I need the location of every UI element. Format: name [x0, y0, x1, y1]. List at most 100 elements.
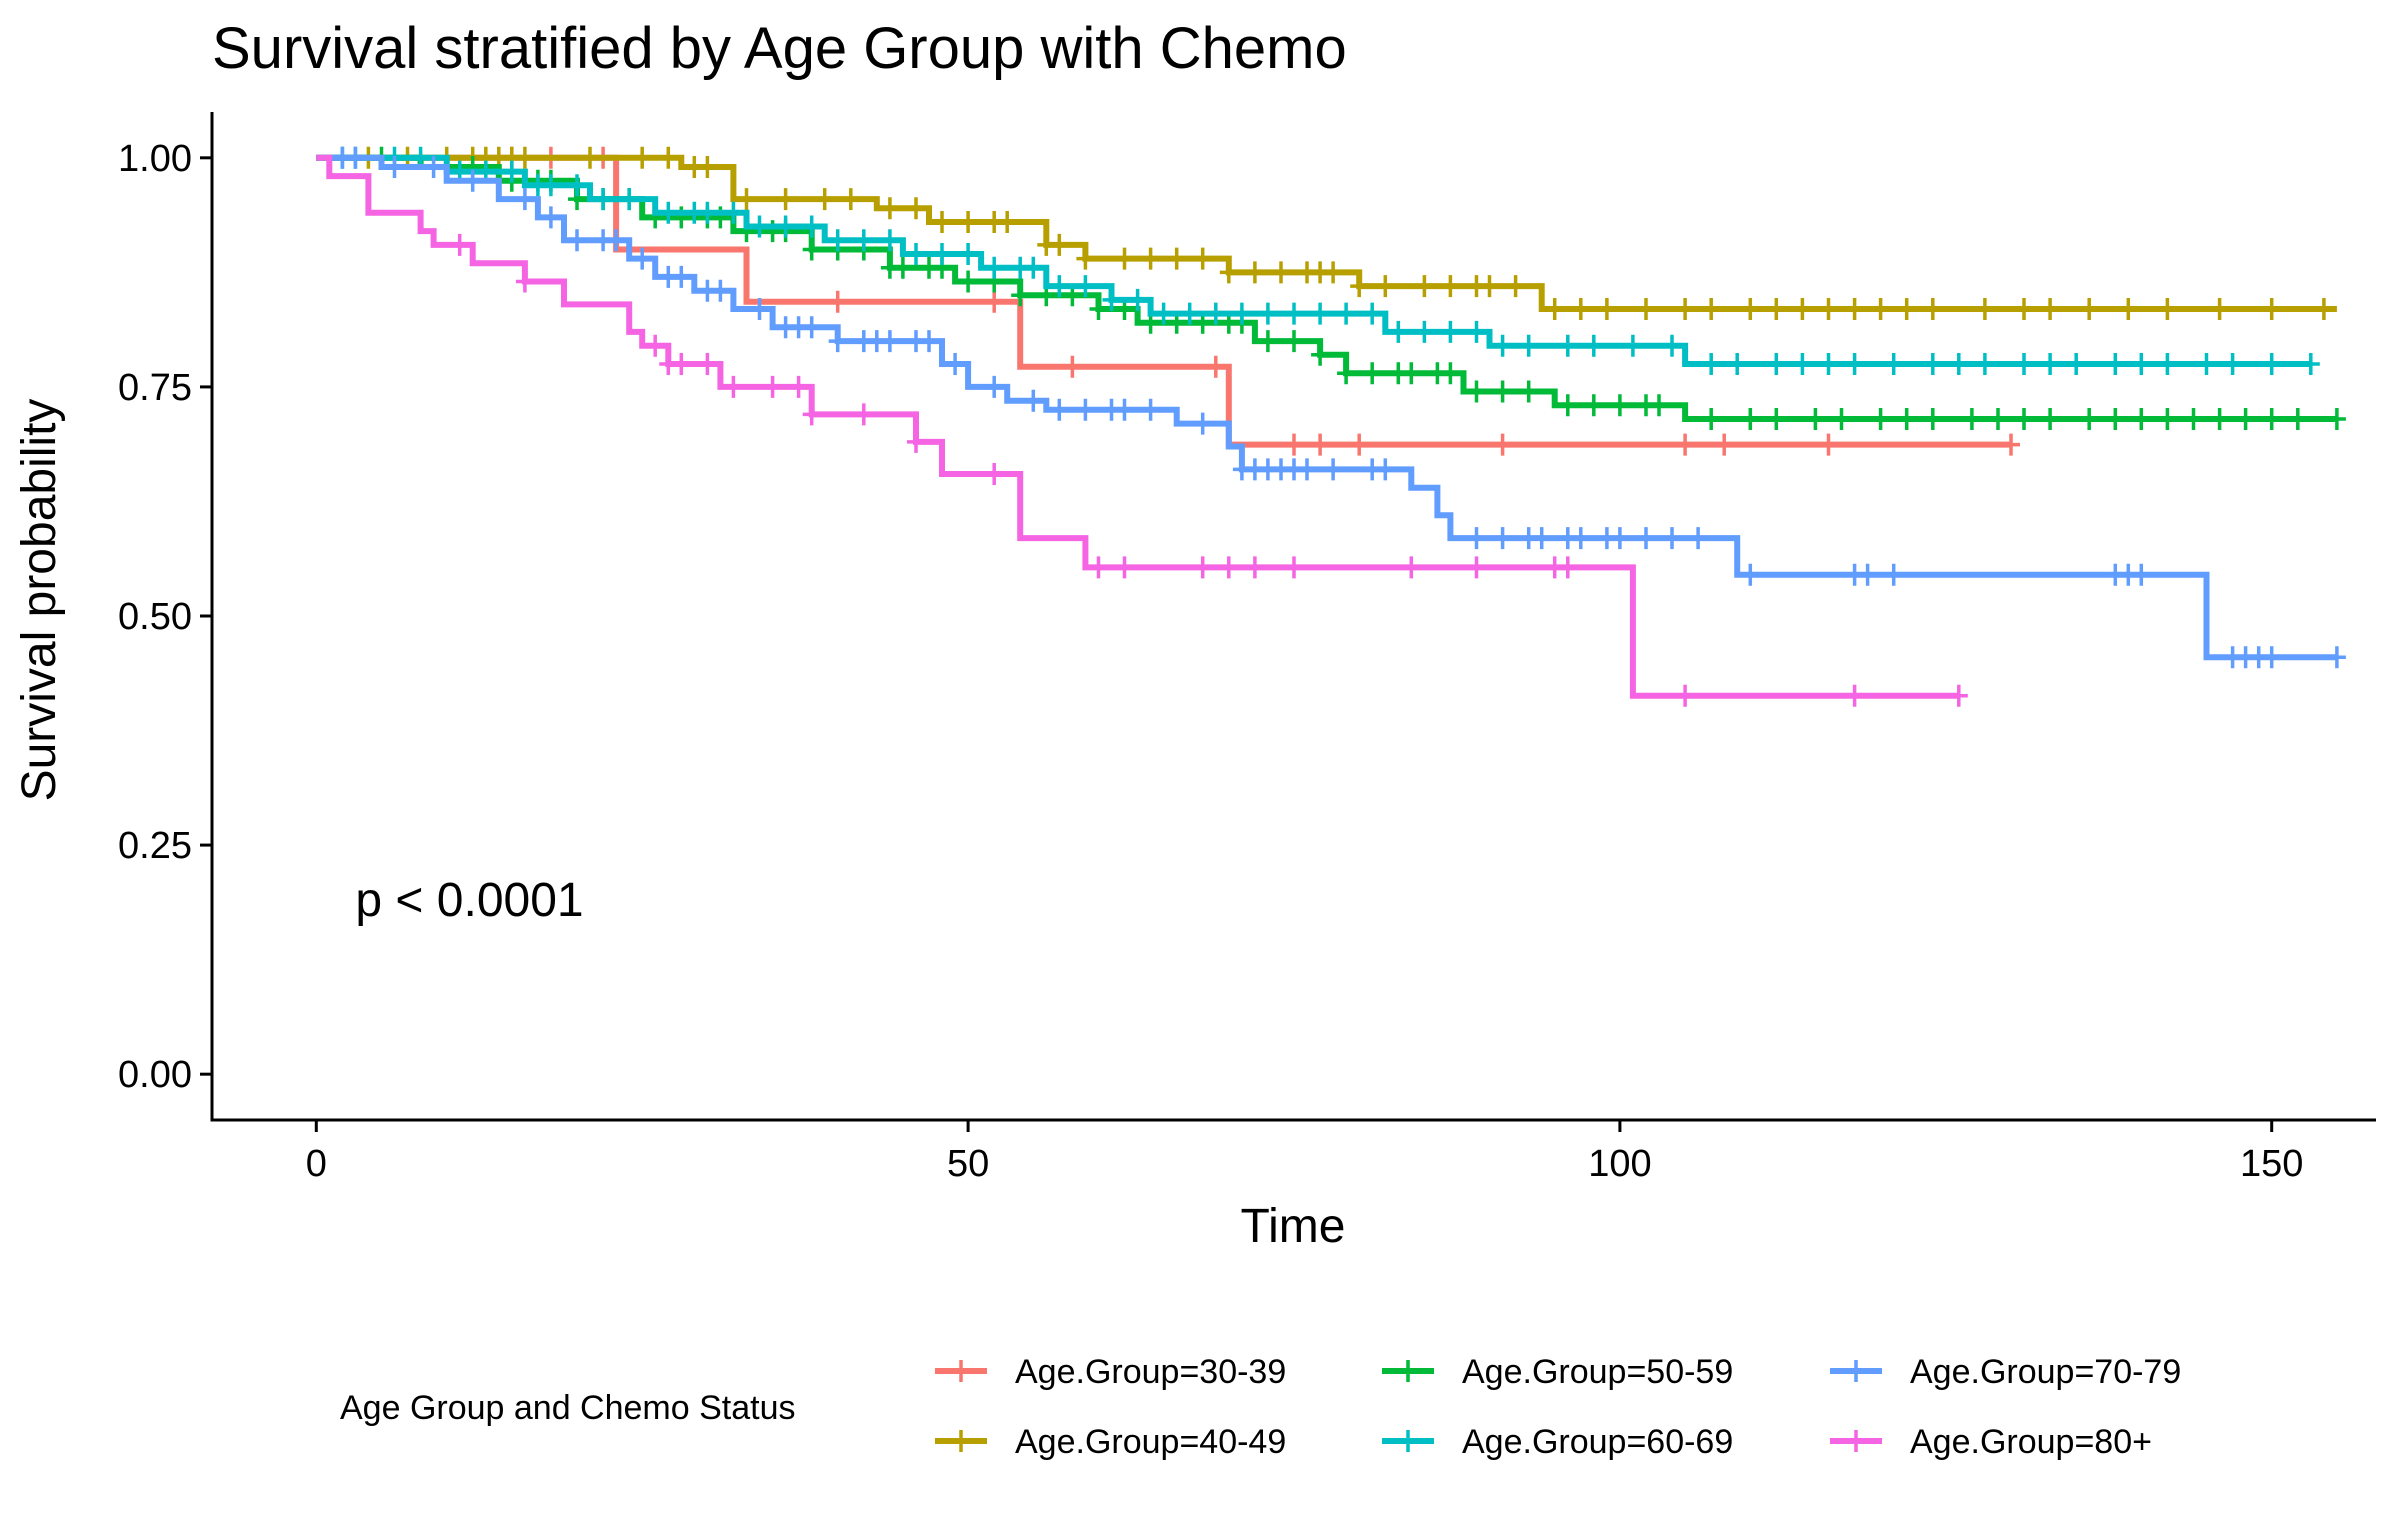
censor-mark	[1702, 353, 1721, 375]
censor-mark	[2197, 353, 2216, 375]
survival-curve	[316, 154, 2337, 312]
censor-mark	[1285, 330, 1303, 353]
censor-mark	[1011, 284, 1030, 307]
censor-mark	[2041, 353, 2060, 375]
censor-mark	[2106, 408, 2125, 430]
censor-mark	[1402, 556, 1421, 579]
x-tick-label: 100	[1588, 1143, 1651, 1185]
legend-label: Age.Group=50-59	[1462, 1353, 1733, 1391]
legend-key-mark	[1400, 1360, 1416, 1382]
censor-mark	[763, 375, 782, 398]
censor-mark	[1467, 380, 1486, 403]
censor-mark	[1050, 398, 1069, 421]
censor-mark	[1232, 302, 1251, 325]
censor-mark	[672, 265, 691, 288]
censor-mark	[1141, 398, 1160, 421]
censor-mark	[450, 233, 469, 256]
censor-mark	[2327, 646, 2346, 669]
censor-mark	[2262, 408, 2281, 430]
censor-mark	[1441, 275, 1460, 298]
censor-mark	[907, 243, 925, 265]
censor-mark	[933, 211, 951, 233]
censor-mark	[1024, 256, 1043, 279]
censor-mark	[907, 197, 925, 220]
censor-mark	[1558, 556, 1577, 579]
censor-mark	[1519, 380, 1538, 403]
censor-mark	[2184, 408, 2203, 430]
censor-mark	[1089, 556, 1108, 579]
series-70-79	[316, 146, 2346, 669]
censor-mark	[802, 403, 821, 426]
censor-mark	[568, 229, 586, 252]
censor-mark	[1115, 556, 1134, 579]
censor-mark	[750, 298, 769, 320]
censor-mark	[2288, 408, 2307, 430]
legend-item: Age.Group=60-69	[1382, 1423, 1733, 1461]
y-tick-label: 0.25	[118, 825, 192, 867]
series-40-49	[316, 146, 2337, 320]
censor-mark	[1219, 556, 1238, 579]
censor-mark	[2119, 298, 2138, 320]
censor-mark	[1467, 556, 1486, 579]
censor-mark	[1506, 275, 1525, 298]
censor-mark	[2132, 408, 2151, 430]
censor-mark	[802, 238, 821, 261]
censor-mark	[515, 270, 534, 293]
censor-mark	[2262, 646, 2281, 669]
censor-mark	[1923, 353, 1942, 375]
censor-mark	[1558, 334, 1577, 357]
censor-mark	[1767, 298, 1786, 320]
censor-mark	[1793, 298, 1812, 320]
legend-key-mark	[1400, 1430, 1416, 1452]
censor-mark	[2223, 353, 2242, 375]
censor-mark	[802, 316, 821, 339]
survival-curve	[316, 154, 2011, 448]
censor-mark	[2015, 408, 2033, 430]
censor-mark	[1154, 302, 1173, 325]
censor-mark	[1193, 412, 1212, 435]
legend-label: Age.Group=30-39	[1015, 1353, 1286, 1391]
censor-mark	[1467, 320, 1486, 343]
x-tick-label: 150	[2240, 1143, 2303, 1185]
censor-mark	[1806, 408, 1825, 430]
censor-mark	[1676, 684, 1695, 707]
censor-mark	[1558, 394, 1577, 417]
censor-mark	[1623, 334, 1642, 357]
censor-mark	[1115, 398, 1134, 421]
censor-mark	[1663, 334, 1681, 357]
censor-mark	[2132, 353, 2151, 375]
censor-mark	[1363, 302, 1382, 325]
censor-mark	[1767, 408, 1786, 430]
censor-mark	[1415, 275, 1434, 298]
censor-mark	[1897, 408, 1916, 430]
censor-mark	[789, 375, 808, 398]
legend-key-mark	[953, 1360, 969, 1382]
censor-mark	[1689, 527, 1708, 550]
y-tick-label: 0.00	[118, 1054, 192, 1096]
censor-mark	[802, 215, 821, 238]
censor-mark	[1571, 527, 1590, 550]
censor-mark	[1871, 298, 1890, 320]
legend-item: Age.Group=40-49	[935, 1423, 1286, 1461]
censor-mark	[1819, 298, 1838, 320]
censor-mark	[1285, 302, 1303, 325]
censor-mark	[1219, 261, 1238, 284]
censor-mark	[1350, 433, 1369, 456]
survival-curve	[316, 154, 2337, 661]
censor-mark	[1610, 394, 1629, 417]
censor-mark	[2015, 298, 2033, 320]
censor-mark	[1702, 408, 1721, 430]
censor-mark	[1676, 298, 1695, 320]
censor-mark	[985, 375, 1004, 398]
censor-mark	[985, 463, 1004, 485]
censor-mark	[659, 201, 678, 224]
censor-mark	[1493, 433, 1512, 456]
censor-mark	[620, 188, 639, 211]
censor-mark	[594, 188, 613, 211]
censor-mark	[1741, 563, 1760, 586]
censor-mark	[2327, 408, 2346, 430]
censor-mark	[502, 160, 521, 183]
censor-mark	[1897, 298, 1916, 320]
y-tick-label: 0.75	[118, 367, 192, 409]
censor-mark	[1311, 302, 1330, 325]
